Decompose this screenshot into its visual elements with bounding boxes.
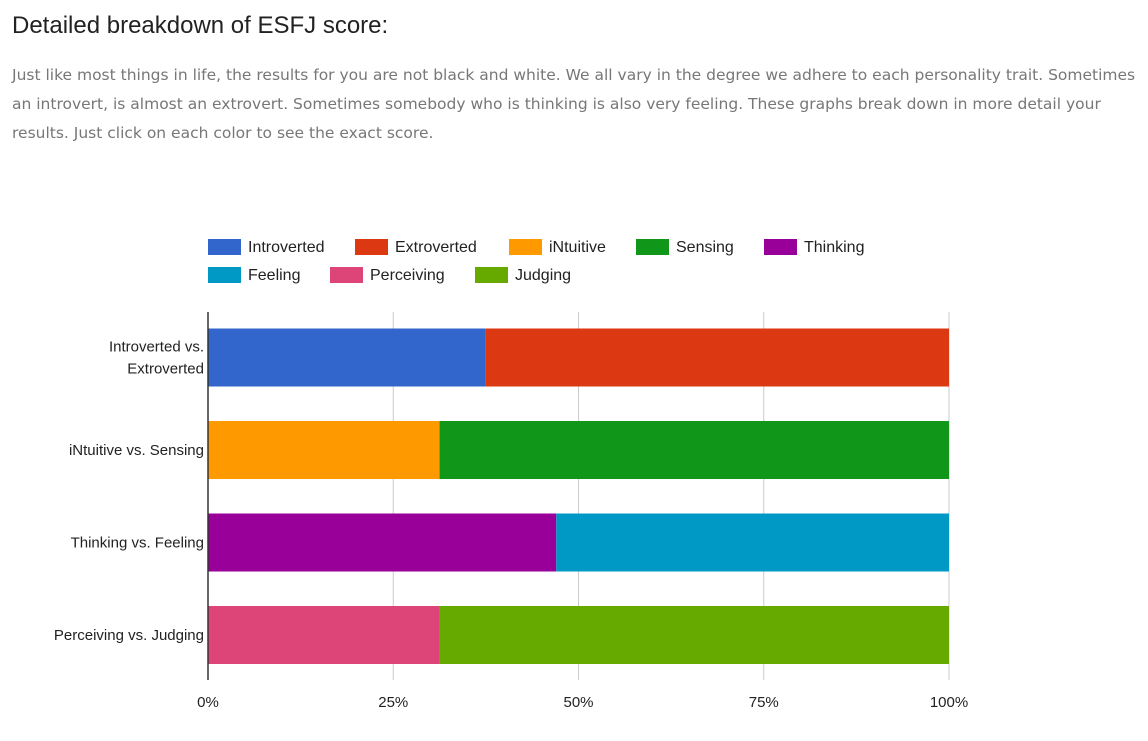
legend-label-sensing[interactable]: Sensing [676, 239, 734, 256]
legend-label-intuitive[interactable]: iNtuitive [549, 239, 606, 256]
legend-swatch-feeling[interactable] [208, 267, 241, 283]
legend-swatch-judging[interactable] [475, 267, 508, 283]
x-tick-label: 50% [563, 694, 593, 711]
bar-segment-feeling[interactable] [556, 513, 949, 572]
legend-label-extroverted[interactable]: Extroverted [395, 239, 477, 256]
x-tick-label: 75% [749, 694, 779, 711]
category-label: iNtuitive vs. Sensing [69, 442, 204, 459]
bar-segment-perceiving[interactable] [208, 606, 440, 664]
category-label: Perceiving vs. Judging [54, 627, 204, 644]
legend-swatch-extroverted[interactable] [355, 239, 388, 255]
legend-swatch-intuitive[interactable] [509, 239, 542, 255]
bar-segment-intuitive[interactable] [208, 421, 440, 479]
bar-segment-thinking[interactable] [208, 513, 557, 572]
legend-label-thinking[interactable]: Thinking [804, 239, 864, 256]
legend-label-feeling[interactable]: Feeling [248, 267, 300, 284]
legend-swatch-perceiving[interactable] [330, 267, 363, 283]
category-label: Thinking vs. Feeling [71, 535, 204, 552]
legend-swatch-sensing[interactable] [636, 239, 669, 255]
intro-paragraph: Just like most things in life, the resul… [12, 66, 1136, 142]
x-tick-label: 25% [378, 694, 408, 711]
x-tick-label: 0% [197, 694, 219, 711]
x-tick-label: 100% [930, 694, 968, 711]
legend-swatch-thinking[interactable] [764, 239, 797, 255]
legend-label-judging[interactable]: Judging [515, 267, 571, 284]
bar-segment-extroverted[interactable] [485, 328, 949, 387]
bar-segment-judging[interactable] [439, 606, 949, 664]
page-title: Detailed breakdown of ESFJ score: [12, 12, 389, 39]
legend-label-perceiving[interactable]: Perceiving [370, 267, 445, 284]
bar-segment-sensing[interactable] [439, 421, 949, 479]
legend-label-introverted[interactable]: Introverted [248, 239, 324, 256]
category-label: Introverted vs. Extroverted [109, 339, 204, 378]
legend-swatch-introverted[interactable] [208, 239, 241, 255]
bar-segment-introverted[interactable] [208, 328, 486, 387]
